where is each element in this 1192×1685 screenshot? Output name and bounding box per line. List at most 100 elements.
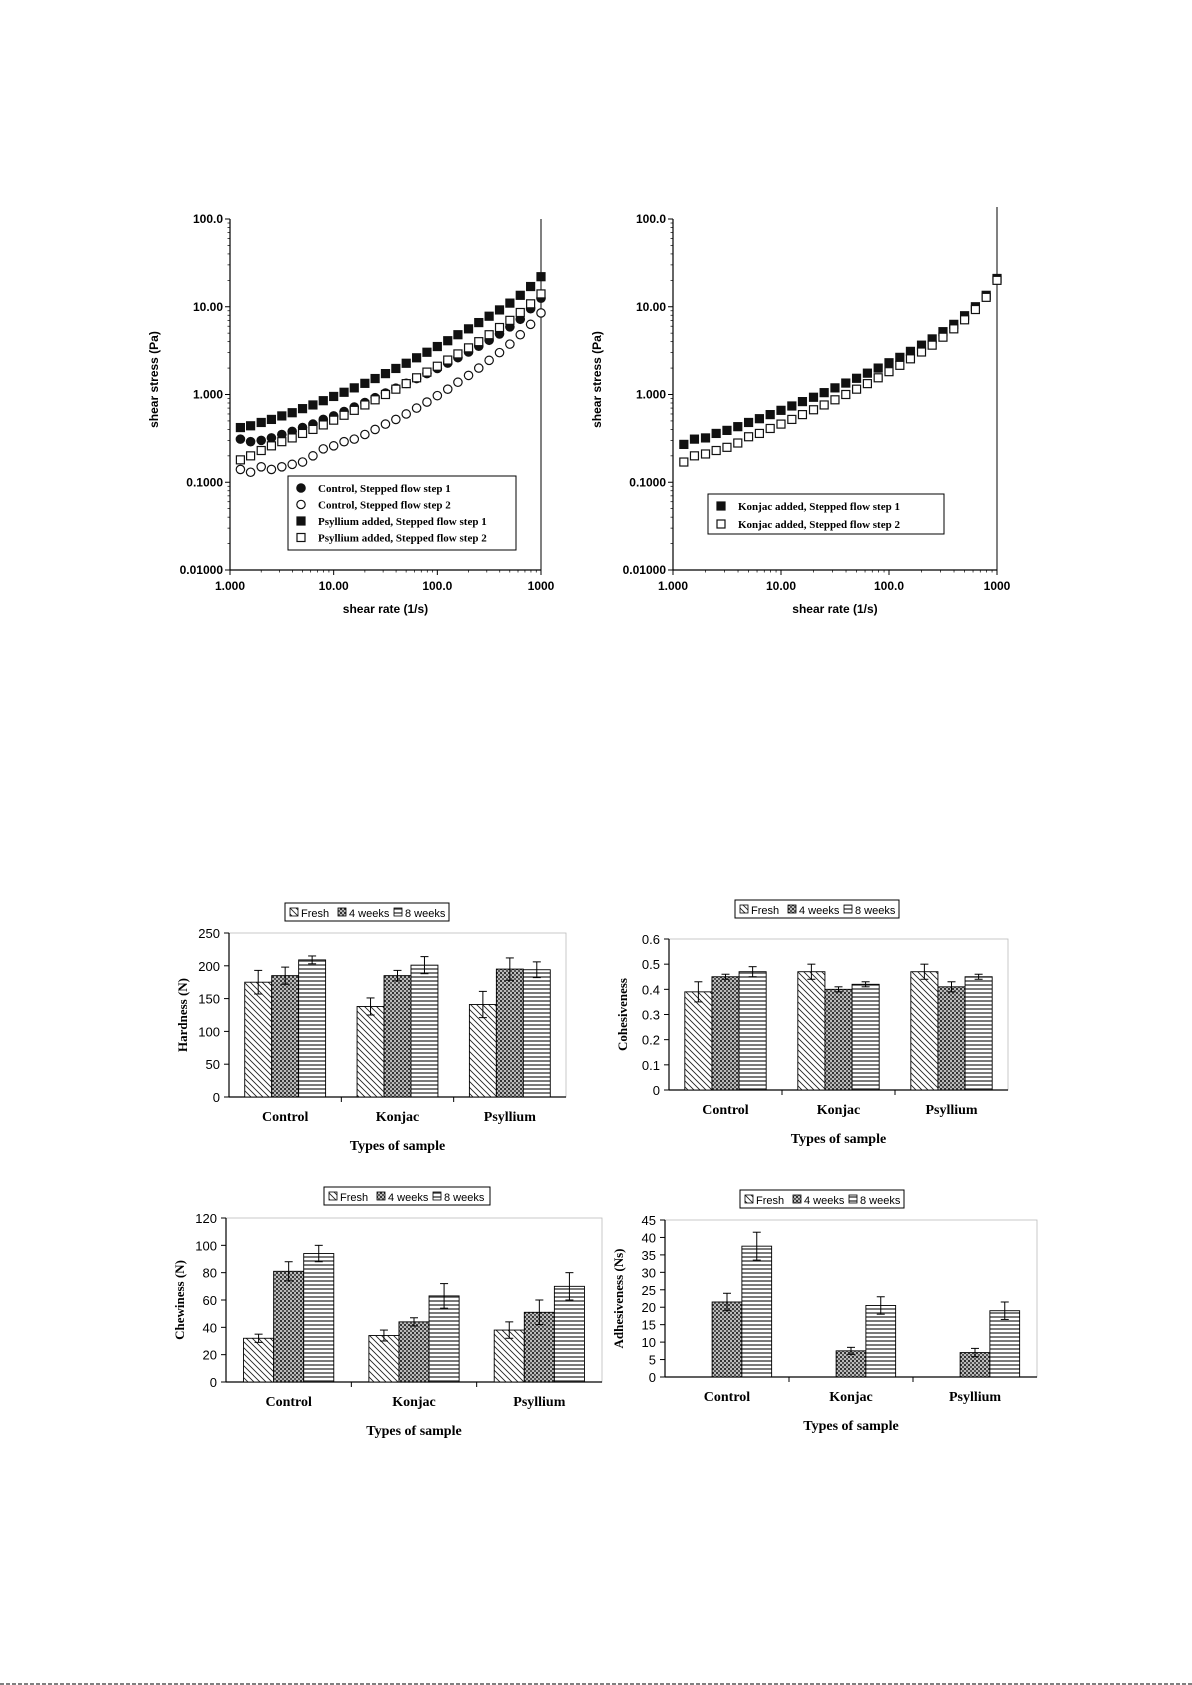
legend-marker bbox=[716, 501, 726, 511]
data-point bbox=[380, 389, 391, 400]
data-point bbox=[949, 324, 959, 334]
data-point bbox=[765, 423, 775, 434]
legend-swatch bbox=[337, 907, 347, 917]
x-axis-label: Types of sample bbox=[350, 1139, 445, 1154]
y-tick-label: 50 bbox=[206, 1057, 220, 1072]
data-point bbox=[422, 367, 432, 377]
y-tick-label: 10 bbox=[642, 1335, 656, 1350]
category-label: Control bbox=[262, 1110, 309, 1125]
bar bbox=[797, 971, 826, 1091]
data-point bbox=[679, 457, 689, 467]
legend-marker bbox=[716, 519, 726, 529]
data-point bbox=[851, 384, 862, 394]
bar-chart-hardness: 0 50 100 150 200 250 Control Konjac Psyllium Type… bbox=[175, 902, 567, 1154]
data-point bbox=[432, 390, 443, 401]
legend-swatch bbox=[393, 907, 403, 917]
y-axis-label: shear stress (Pa) bbox=[590, 331, 604, 428]
bar bbox=[410, 964, 439, 1098]
legend-swatch bbox=[328, 1191, 338, 1201]
data-point bbox=[277, 461, 287, 472]
data-point bbox=[412, 373, 422, 383]
data-point bbox=[245, 467, 256, 478]
y-tick-label: 25 bbox=[642, 1283, 656, 1298]
data-point bbox=[884, 358, 894, 368]
data-point bbox=[235, 434, 246, 444]
legend-box bbox=[739, 1189, 905, 1209]
category-label: Konjac bbox=[376, 1110, 420, 1125]
data-point bbox=[862, 379, 873, 389]
legend-label: Control, Stepped flow step 1 bbox=[318, 483, 451, 495]
category-label: Control bbox=[265, 1395, 312, 1410]
y-tick-label: 0.5 bbox=[642, 957, 660, 972]
data-point bbox=[370, 373, 380, 384]
data-point bbox=[245, 451, 256, 461]
data-point bbox=[938, 332, 948, 342]
bar bbox=[865, 1305, 897, 1378]
data-point bbox=[536, 289, 546, 299]
x-axis-label: shear rate (1/s) bbox=[343, 602, 428, 616]
bar bbox=[937, 986, 966, 1091]
data-point bbox=[432, 341, 442, 352]
data-point bbox=[391, 363, 401, 374]
data-point bbox=[391, 414, 401, 425]
data-point bbox=[515, 329, 526, 340]
data-point bbox=[700, 433, 711, 443]
flow-chart-konjac: 0.01000 0.1000 1.000 10.00 100.0 1.000 10.00 10… bbox=[590, 207, 1011, 616]
legend-marker bbox=[296, 532, 306, 543]
y-tick-label: 0.3 bbox=[642, 1008, 660, 1023]
data-point bbox=[776, 405, 786, 415]
data-point bbox=[370, 395, 380, 405]
data-point bbox=[318, 396, 328, 406]
data-point bbox=[895, 360, 905, 370]
legend-marker bbox=[296, 499, 306, 510]
data-point bbox=[743, 432, 754, 442]
data-point bbox=[412, 353, 422, 363]
data-point bbox=[484, 330, 494, 340]
bar bbox=[356, 1006, 385, 1098]
legend-swatch bbox=[843, 904, 853, 914]
data-point bbox=[453, 330, 463, 340]
data-point bbox=[841, 378, 851, 388]
data-point bbox=[463, 343, 474, 353]
y-tick-label: 0 bbox=[653, 1083, 660, 1098]
legend-swatch bbox=[848, 1194, 858, 1204]
category-label: Psyllium bbox=[513, 1395, 565, 1410]
data-point bbox=[494, 322, 505, 333]
bar bbox=[271, 975, 300, 1098]
data-point bbox=[256, 445, 266, 456]
category-label: Konjac bbox=[392, 1395, 436, 1410]
legend-label: Fresh bbox=[301, 908, 329, 920]
data-point bbox=[463, 324, 474, 334]
data-point bbox=[722, 442, 732, 452]
bar bbox=[244, 981, 273, 1098]
data-point bbox=[297, 404, 308, 414]
data-point bbox=[711, 428, 721, 439]
data-point bbox=[862, 368, 873, 378]
y-tick-label: 100.0 bbox=[636, 212, 666, 226]
bar bbox=[989, 1310, 1021, 1378]
data-point bbox=[411, 403, 422, 413]
bar-chart-cohesiveness: 0 0.1 0.2 0.3 0.4 0.5 0.6 Control Konjac Psyllium… bbox=[615, 899, 1009, 1147]
data-point bbox=[297, 457, 308, 467]
data-point bbox=[797, 397, 808, 407]
y-axis-label: shear stress (Pa) bbox=[147, 331, 161, 428]
y-tick-label: 45 bbox=[642, 1213, 656, 1228]
legend-label: 8 weeks bbox=[444, 1192, 485, 1204]
y-tick-label: 10.00 bbox=[193, 300, 223, 314]
y-tick-label: 0 bbox=[210, 1375, 217, 1390]
legend-label: Konjac added, Stepped flow step 1 bbox=[738, 501, 900, 513]
data-point bbox=[380, 419, 391, 429]
bar bbox=[851, 983, 880, 1091]
category-label: Psyllium bbox=[925, 1103, 977, 1118]
y-tick-label: 10.00 bbox=[636, 300, 666, 314]
bar bbox=[711, 976, 740, 1091]
flow-chart-control-psyllium: 0.01000 0.1000 1.000 10.00 100.0 1.000 10.00 10… bbox=[147, 212, 555, 616]
data-point bbox=[884, 367, 894, 377]
data-point bbox=[905, 354, 916, 364]
data-point bbox=[308, 400, 318, 410]
x-tick-label: 10.00 bbox=[319, 579, 349, 593]
category-label: Konjac bbox=[817, 1103, 861, 1118]
x-tick-label: 100.0 bbox=[874, 579, 904, 593]
legend-box bbox=[287, 475, 517, 551]
legend-box bbox=[734, 899, 900, 919]
